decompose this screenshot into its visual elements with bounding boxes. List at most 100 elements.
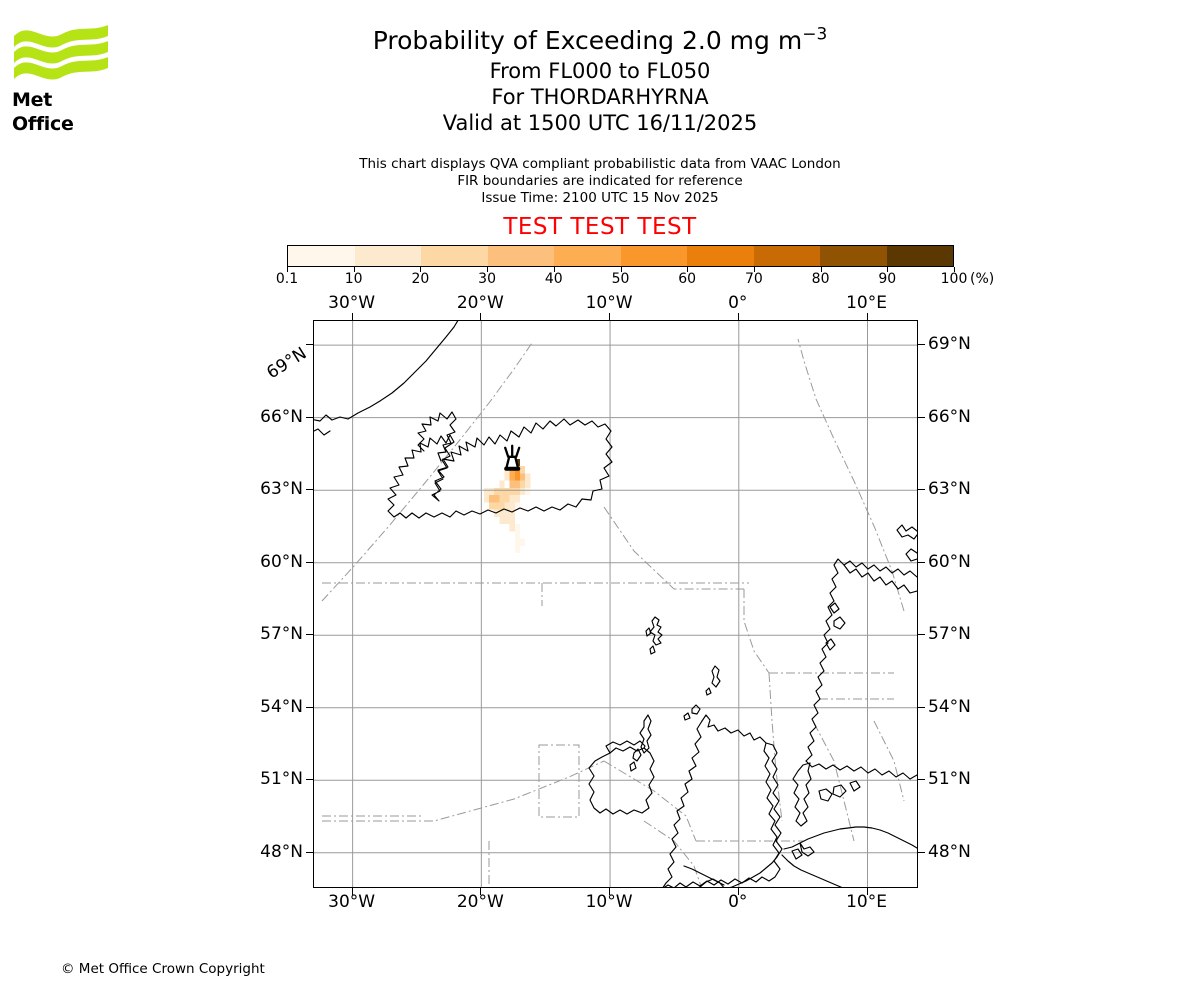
colorbar-unit-label: (%): [970, 271, 995, 287]
lat-tick-left-5: [306, 489, 313, 491]
ash-cell: [504, 473, 510, 481]
ash-cell: [489, 487, 495, 496]
ash-cell: [499, 502, 505, 510]
ash-cell: [494, 502, 500, 510]
lat-tick-left-1: [306, 779, 313, 781]
ash-cell: [514, 524, 520, 532]
lat-label-left-7: 69°N: [263, 343, 311, 384]
note-issue-time: Issue Time: 2100 UTC 15 Nov 2025: [481, 189, 719, 206]
ash-cell: [509, 473, 515, 481]
ash-cell: [499, 495, 505, 503]
map-gridlines: [314, 321, 917, 887]
lat-label-left-4: 60°N: [260, 551, 303, 572]
ash-cell: [525, 487, 531, 496]
lat-label-left-0: 48°N: [260, 841, 303, 862]
ash-cell: [519, 487, 526, 496]
ash-cell: [483, 495, 490, 503]
ash-cell: [504, 495, 510, 503]
colorbar-tick-6: [687, 267, 689, 272]
lon-label-bottom-0: 30°W: [328, 892, 376, 912]
colorbar-tick-label-4: 40: [544, 271, 563, 287]
ash-cell: [504, 516, 510, 525]
met-office-wordmark: Met Office: [12, 89, 74, 135]
lon-label-bottom-3: 0°: [728, 892, 748, 912]
ash-cell: [509, 524, 515, 532]
colorbar-tick-7: [753, 267, 755, 272]
ash-cell: [514, 545, 520, 554]
colorbar-tick-label-10: 100: [940, 271, 968, 287]
probability-colorbar: [287, 245, 954, 267]
note-qva: This chart displays QVA compliant probab…: [359, 156, 841, 172]
ash-cell: [494, 495, 500, 503]
lat-label-left-1: 51°N: [260, 769, 303, 790]
colorbar-tick-label-7: 70: [744, 271, 763, 287]
lat-label-left-3: 57°N: [260, 624, 303, 645]
page-title: Probability of Exceeding 2.0 mg m−3: [0, 24, 1200, 58]
page-title-text: Probability of Exceeding 2.0 mg m: [372, 26, 803, 55]
colorbar-tick-3: [487, 267, 489, 272]
colorbar-segment-6: [687, 246, 754, 266]
colorbar-segment-2: [421, 246, 488, 266]
colorbar-tickmarks: [287, 267, 955, 277]
lat-tick-left-6: [306, 416, 313, 418]
colorbar-tick-label-6: 60: [678, 271, 697, 287]
lat-label-right-6: 66°N: [928, 406, 971, 427]
title-volcano-name: For THORDARHYRNA: [491, 85, 709, 109]
lon-tick-top-2: [609, 313, 611, 320]
colorbar-segment-4: [554, 246, 621, 266]
ash-cell: [499, 509, 505, 517]
ash-cell: [519, 538, 526, 546]
colorbar-tick-label-8: 80: [811, 271, 830, 287]
lat-tick-right-6: [918, 416, 925, 418]
page-title-exponent: −3: [802, 24, 828, 45]
lat-tick-left-3: [306, 634, 313, 636]
colorbar-segment-8: [820, 246, 887, 266]
met-office-logo: [12, 18, 112, 116]
lat-tick-left-7: [306, 344, 313, 346]
lon-tick-bottom-1: [480, 888, 482, 895]
colorbar-tick-label-3: 30: [478, 271, 497, 287]
lon-tick-bottom-3: [737, 888, 739, 895]
ash-cell: [509, 502, 515, 510]
ash-cell: [504, 502, 510, 510]
ash-cell: [525, 473, 531, 481]
ash-cell: [519, 466, 526, 474]
ash-cell: [514, 531, 520, 539]
colorbar-tick-9: [887, 267, 889, 272]
fir-boundaries: [321, 338, 905, 887]
ash-probability-cells: [483, 458, 531, 554]
ash-cell: [483, 487, 490, 496]
colorbar-tick-2: [420, 267, 422, 272]
test-banner: TEST TEST TEST: [503, 214, 697, 240]
lat-label-right-7: 69°N: [928, 334, 971, 355]
lon-tick-top-3: [737, 313, 739, 320]
colorbar-tick-0: [287, 267, 288, 272]
colorbar-segment-7: [753, 246, 820, 266]
colorbar-swatches: [287, 245, 954, 267]
lon-label-bottom-2: 10°W: [585, 892, 633, 912]
lat-label-right-4: 60°N: [928, 551, 971, 572]
colorbar-segment-5: [620, 246, 687, 266]
coastlines: [314, 321, 917, 887]
colorbar-segment-9: [886, 246, 953, 266]
lat-label-right-5: 63°N: [928, 479, 971, 500]
lat-tick-right-5: [918, 489, 925, 491]
colorbar-tick-label-5: 50: [611, 271, 630, 287]
lat-label-right-3: 57°N: [928, 624, 971, 645]
lat-tick-left-0: [306, 851, 313, 853]
ash-cell: [494, 487, 500, 496]
lon-tick-bottom-4: [866, 888, 868, 895]
colorbar-tick-label-9: 90: [878, 271, 897, 287]
volcano-source-marker: [504, 444, 521, 471]
colorbar-tick-10: [954, 267, 955, 272]
colorbar-segment-0: [288, 246, 355, 266]
lat-tick-right-4: [918, 561, 925, 563]
lon-label-top-3: 0°: [728, 293, 748, 313]
colorbar-tick-label-0: 0.1: [275, 271, 299, 287]
lon-tick-top-4: [866, 313, 868, 320]
lat-tick-left-2: [306, 706, 313, 708]
lat-label-left-5: 63°N: [260, 479, 303, 500]
colorbar-tick-label-2: 20: [411, 271, 430, 287]
lon-tick-bottom-2: [609, 888, 611, 895]
lon-label-bottom-1: 20°W: [456, 892, 504, 912]
